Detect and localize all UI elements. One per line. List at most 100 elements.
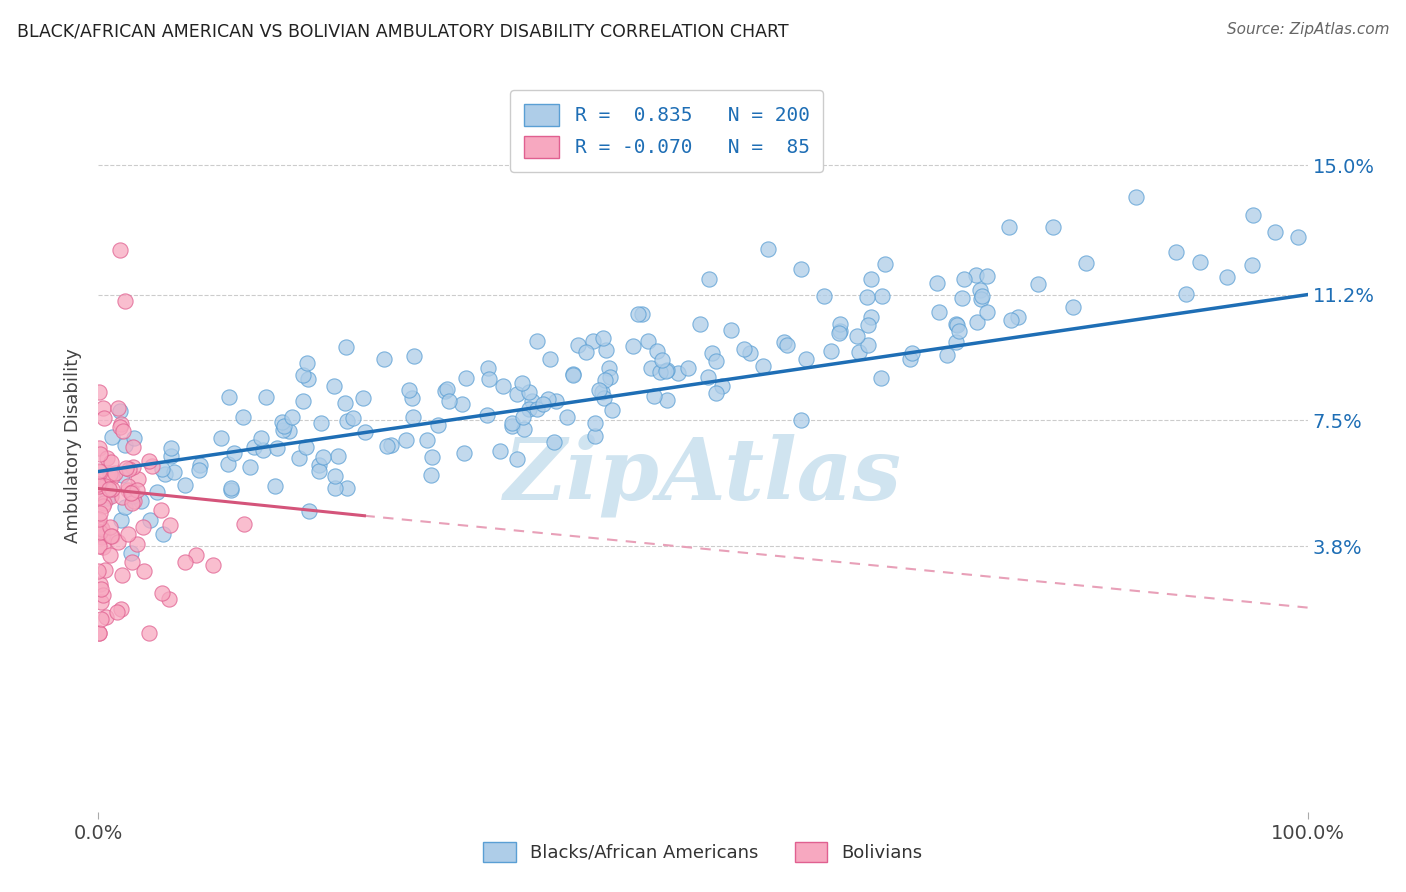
Point — [233, 517, 256, 532]
Point — [249, 431, 271, 445]
Point — [948, 325, 970, 339]
Point — [87, 626, 110, 640]
Point — [87, 476, 110, 491]
Point — [567, 338, 589, 352]
Point — [856, 337, 879, 351]
Point — [93, 589, 115, 603]
Point — [380, 438, 402, 452]
Point — [87, 564, 110, 578]
Point — [710, 378, 733, 392]
Point — [395, 433, 418, 447]
Point — [110, 417, 132, 431]
Point — [1188, 254, 1211, 268]
Point — [336, 414, 359, 428]
Point — [512, 376, 534, 391]
Point — [160, 450, 183, 464]
Point — [160, 442, 183, 456]
Point — [544, 393, 567, 408]
Point — [859, 310, 882, 324]
Point — [352, 391, 374, 405]
Point — [655, 363, 678, 377]
Point — [1062, 300, 1084, 314]
Point — [591, 384, 613, 399]
Point — [292, 368, 315, 382]
Point — [875, 257, 897, 271]
Point — [526, 401, 548, 416]
Point — [505, 452, 527, 467]
Point — [333, 396, 356, 410]
Point — [108, 420, 131, 434]
Point — [336, 481, 359, 495]
Point — [295, 441, 318, 455]
Point — [280, 409, 302, 424]
Point — [689, 318, 711, 332]
Point — [266, 441, 288, 455]
Point — [740, 346, 762, 360]
Text: ZipAtlas: ZipAtlas — [503, 434, 903, 517]
Point — [420, 450, 443, 464]
Point — [122, 440, 145, 454]
Point — [1000, 313, 1022, 327]
Point — [110, 404, 132, 418]
Point — [202, 558, 225, 572]
Point — [790, 413, 813, 427]
Point — [277, 424, 299, 438]
Point — [856, 318, 879, 332]
Point — [292, 394, 315, 409]
Point — [93, 496, 115, 510]
Point — [1042, 219, 1064, 234]
Point — [117, 526, 139, 541]
Point — [434, 384, 457, 398]
Point — [89, 524, 111, 539]
Point — [946, 318, 969, 332]
Y-axis label: Ambulatory Disability: Ambulatory Disability — [65, 349, 83, 543]
Point — [87, 479, 110, 493]
Point — [512, 409, 534, 424]
Point — [121, 496, 143, 510]
Point — [173, 478, 195, 492]
Point — [869, 371, 891, 385]
Point — [89, 540, 111, 554]
Point — [125, 483, 148, 498]
Point — [108, 244, 131, 258]
Point — [93, 411, 115, 425]
Point — [519, 402, 541, 417]
Point — [599, 370, 621, 384]
Point — [1241, 208, 1264, 222]
Legend: Blacks/African Americans, Bolivians: Blacks/African Americans, Bolivians — [477, 834, 929, 870]
Point — [776, 337, 799, 351]
Point — [217, 457, 239, 471]
Point — [651, 352, 673, 367]
Point — [114, 500, 136, 514]
Point — [90, 486, 112, 500]
Point — [107, 401, 129, 415]
Point — [87, 441, 110, 455]
Point — [309, 416, 332, 430]
Point — [706, 354, 728, 368]
Point — [976, 268, 998, 283]
Point — [311, 450, 333, 464]
Point — [190, 458, 212, 472]
Point — [1216, 269, 1239, 284]
Point — [159, 518, 181, 533]
Point — [998, 220, 1021, 235]
Point — [419, 467, 441, 482]
Point — [219, 483, 242, 498]
Point — [90, 612, 112, 626]
Point — [969, 283, 991, 297]
Point — [96, 491, 118, 505]
Point — [242, 440, 264, 454]
Point — [121, 459, 143, 474]
Point — [90, 520, 112, 534]
Point — [117, 478, 139, 492]
Point — [898, 352, 921, 367]
Point — [491, 378, 513, 392]
Point — [120, 486, 142, 500]
Point — [643, 389, 665, 403]
Point — [127, 537, 149, 551]
Point — [209, 431, 232, 445]
Point — [138, 625, 160, 640]
Point — [489, 444, 512, 458]
Point — [252, 443, 274, 458]
Point — [860, 272, 883, 286]
